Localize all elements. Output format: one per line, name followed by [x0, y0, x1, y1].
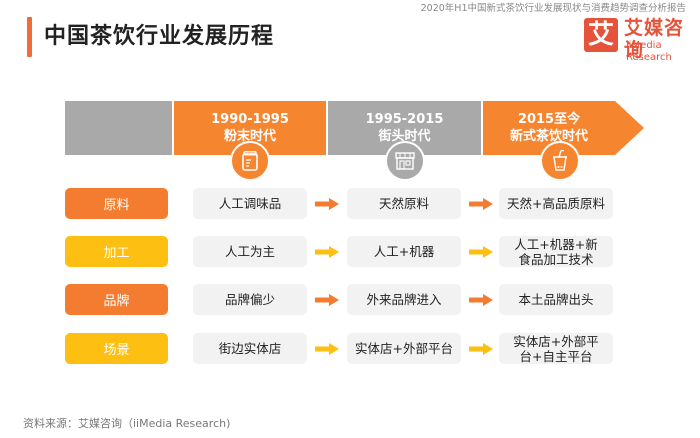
timeline-arrowhead-shape: [483, 101, 644, 155]
era-1-years: 1990-1995: [211, 112, 289, 127]
cell-brand-era-2: 外来品牌进入: [347, 284, 461, 315]
era-3-name: 新式茶饮时代: [509, 129, 588, 144]
cell-brand-era-1: 品牌偏少: [193, 284, 307, 315]
row-label-processing: 加工: [65, 236, 168, 267]
source-note: 资料来源：艾媒咨询（iiMedia Research): [23, 417, 231, 430]
page-title: 中国茶饮行业发展历程: [44, 24, 275, 49]
era-2-years: 1995-2015: [365, 112, 444, 127]
bubble-tea-cup-icon: [540, 141, 580, 181]
arrow-right-icon: [469, 246, 493, 258]
arrow-right-icon: [469, 343, 493, 355]
arrow-right-icon: [469, 198, 493, 210]
arrow-right-icon: [315, 246, 339, 258]
cell-scenario-era-1: 街边实体店: [193, 333, 307, 364]
cell-raw-materials-era-1: 人工调味品: [193, 188, 307, 219]
title-accent-bar: [27, 17, 32, 57]
cell-processing-era-3: 人工+机器+新食品加工技术: [499, 236, 613, 267]
imedia-logo-icon: 艾: [584, 18, 618, 52]
cell-processing-era-2: 人工+机器: [347, 236, 461, 267]
storefront-icon: [385, 141, 425, 181]
arrow-right-icon: [469, 294, 493, 306]
arrow-right-icon: [315, 294, 339, 306]
cell-raw-materials-era-3: 天然+高品质原料: [499, 188, 613, 219]
era-1-name: 粉末时代: [223, 129, 276, 144]
era-2-name: 街头时代: [378, 129, 431, 144]
timeline-lead-segment: [65, 101, 172, 155]
arrow-right-icon: [315, 198, 339, 210]
cell-scenario-era-2: 实体店+外部平台: [347, 333, 461, 364]
cell-raw-materials-era-2: 天然原料: [347, 188, 461, 219]
row-label-scenario: 场景: [65, 333, 168, 364]
cell-scenario-era-3: 实体店+外部平台+自主平台: [499, 333, 613, 364]
powder-jar-icon: [230, 141, 270, 181]
era-3-segment: 2015至今 新式茶饮时代: [483, 101, 645, 155]
era-2-segment: 1995-2015 街头时代: [328, 101, 481, 155]
era-3-years: 2015至今: [517, 112, 581, 127]
row-label-raw-materials: 原料: [65, 188, 168, 219]
cell-brand-era-3: 本土品牌出头: [499, 284, 613, 315]
cell-processing-era-1: 人工为主: [193, 236, 307, 267]
report-name: 2020年H1中国新式茶饮行业发展现状与消费趋势调查分析报告: [420, 3, 686, 14]
logo-name-cn: 艾媒咨询: [624, 17, 685, 61]
arrow-right-icon: [315, 343, 339, 355]
row-label-brand: 品牌: [65, 284, 168, 315]
logo-name-en: iiMedia Research: [626, 40, 672, 63]
